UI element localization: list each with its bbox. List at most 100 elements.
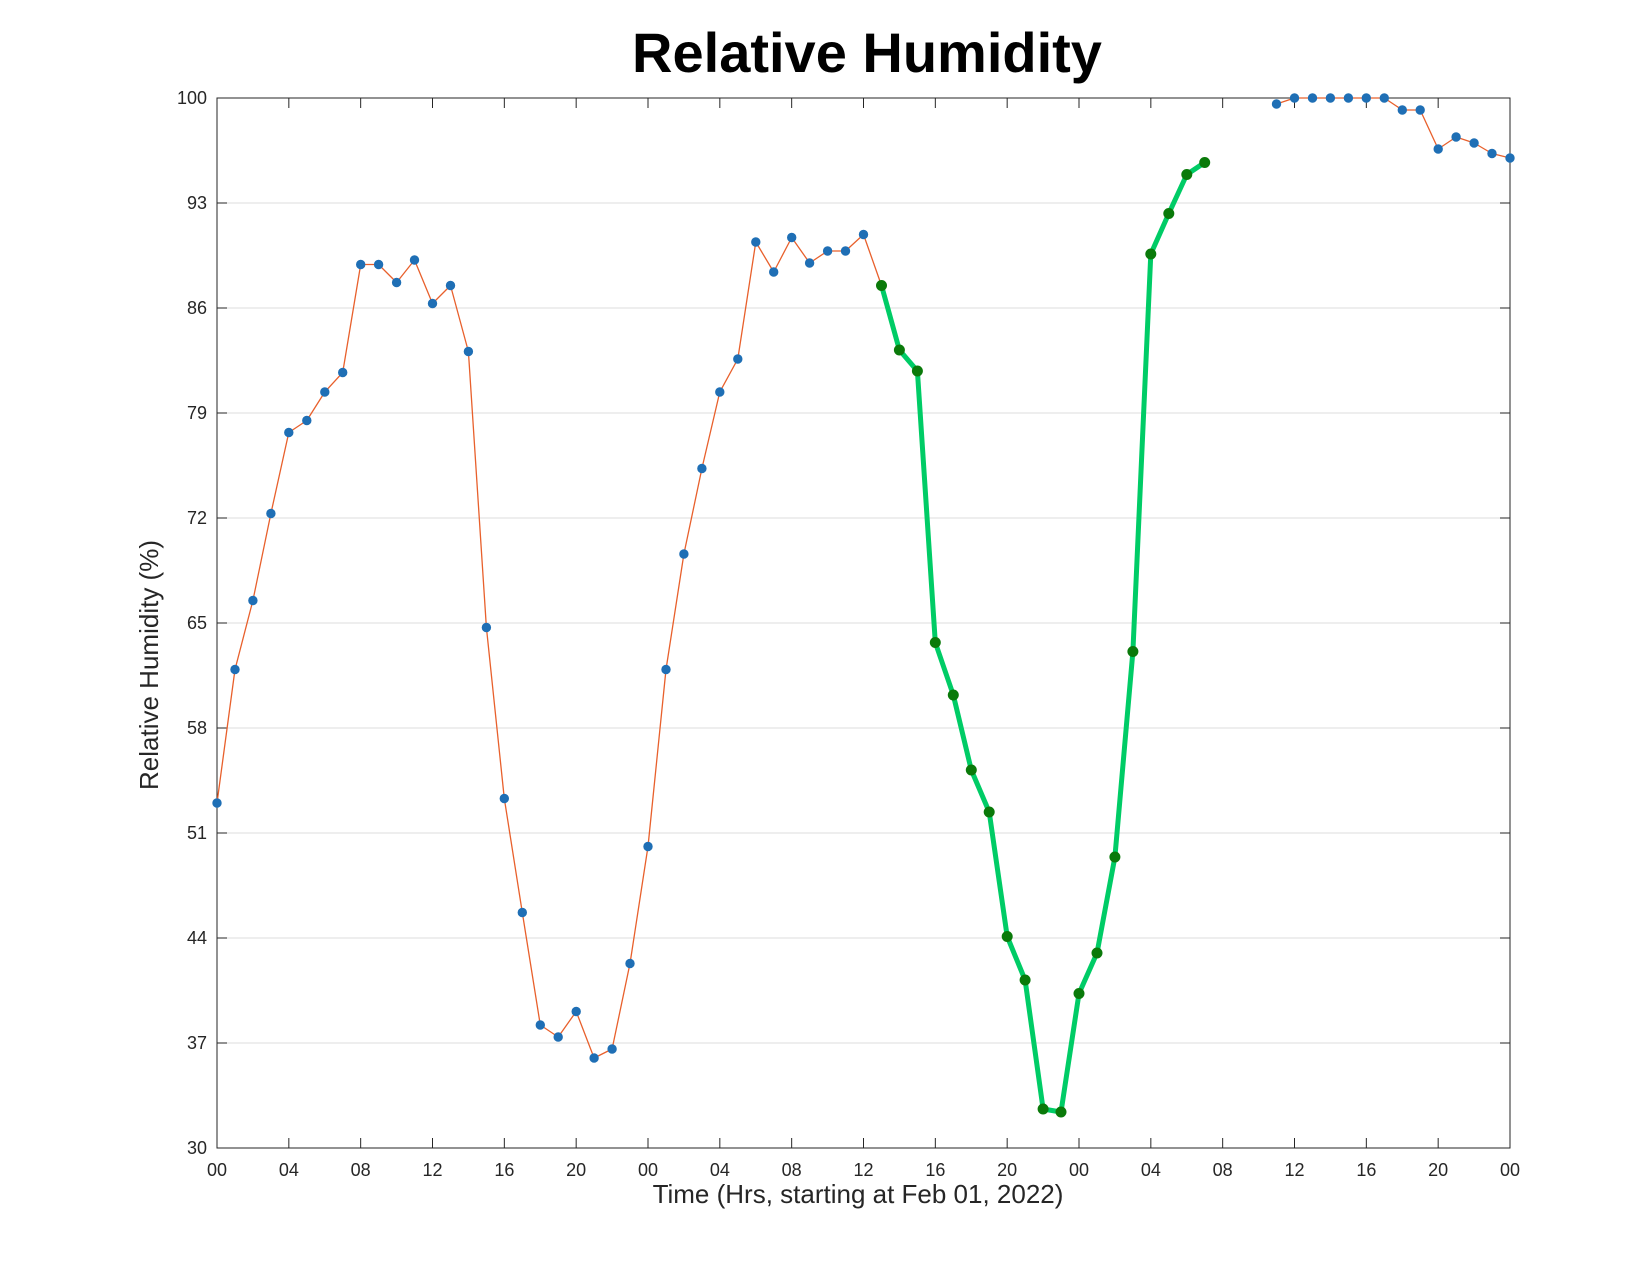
- x-tick-label: 00: [1069, 1160, 1089, 1180]
- x-tick-label: 00: [1500, 1160, 1520, 1180]
- y-axis-label: Relative Humidity (%): [134, 540, 164, 790]
- series-1-point: [751, 237, 761, 247]
- series-2-point: [929, 637, 941, 648]
- series-2-point: [1163, 208, 1175, 219]
- y-tick-label: 79: [187, 403, 207, 423]
- series-1-point: [499, 793, 509, 804]
- series-1-point: [643, 841, 653, 852]
- y-tick-label: 44: [187, 928, 207, 948]
- series-1-point: [697, 463, 707, 474]
- series-1-point: [338, 367, 348, 378]
- series-1-point: [769, 267, 779, 277]
- series-2-point: [1055, 1106, 1067, 1118]
- series-1-point: [607, 1044, 617, 1054]
- plot-frame: [216, 97, 1511, 1149]
- series-2: [876, 157, 1211, 1118]
- x-tick-label: 08: [1213, 1160, 1233, 1180]
- x-tick-label: 16: [494, 1160, 514, 1180]
- series-1-point: [445, 280, 456, 291]
- series-1-point: [679, 549, 689, 559]
- series-1-point: [733, 354, 743, 364]
- y-tick-label: 30: [187, 1138, 207, 1158]
- series-1-point: [373, 259, 384, 270]
- series-1-point: [481, 622, 492, 633]
- series-2-point: [983, 806, 995, 818]
- series-2-point: [911, 365, 923, 377]
- x-tick-label: 12: [422, 1160, 442, 1180]
- y-tick-label: 86: [187, 298, 207, 318]
- series-1-point: [858, 229, 869, 240]
- series-1-point: [1433, 144, 1443, 154]
- series-2-point: [1019, 974, 1031, 986]
- series-1-point: [409, 255, 420, 265]
- x-tick-labels: 00 04 08 12 16 20 00 04 08 12 16 20 00 04 08 12 16 20 00: [207, 1160, 1520, 1180]
- series-1-point: [661, 664, 671, 675]
- x-tick-label: 00: [638, 1160, 658, 1180]
- series-2-point: [1037, 1103, 1049, 1115]
- x-tick-label: 20: [566, 1160, 586, 1180]
- x-tick-label: 04: [1141, 1160, 1161, 1180]
- series-2-point: [1127, 646, 1139, 657]
- series-1-point: [1451, 132, 1461, 142]
- x-axis-label: Time (Hrs, starting at Feb 01, 2022): [653, 1179, 1064, 1209]
- series-1-point: [1397, 105, 1408, 115]
- y-tick-label: 93: [187, 193, 207, 213]
- series-1-point: [804, 258, 815, 268]
- series-1-point: [625, 958, 635, 969]
- series-1-point: [1307, 93, 1318, 103]
- series-1-point: [1289, 93, 1300, 103]
- x-tick-label: 16: [1356, 1160, 1376, 1180]
- series-1-point: [1361, 93, 1372, 103]
- data-series: [212, 93, 1515, 1118]
- series-1-point: [1271, 99, 1282, 109]
- x-tick-label: 08: [351, 1160, 371, 1180]
- series-1-point: [427, 298, 438, 309]
- series-1-point: [535, 1020, 545, 1030]
- series-2-point: [1001, 931, 1013, 942]
- series-1-point: [840, 246, 851, 256]
- y-tick-label: 37: [187, 1033, 207, 1053]
- series-1-point: [212, 798, 222, 808]
- x-tick-label: 20: [997, 1160, 1017, 1180]
- series-1-point: [230, 664, 240, 675]
- series-1-point: [1325, 93, 1336, 103]
- series-1-point: [284, 427, 294, 438]
- series-2-point: [1073, 988, 1085, 999]
- y-tick-label: 65: [187, 613, 207, 633]
- series-1-point: [1487, 148, 1497, 159]
- x-tick-label: 00: [207, 1160, 227, 1180]
- y-tick-label: 72: [187, 508, 207, 528]
- series-1-point: [1469, 138, 1479, 148]
- chart-title: Relative Humidity: [632, 21, 1102, 84]
- series-1-point: [517, 907, 527, 918]
- series-2-point: [1091, 947, 1103, 959]
- series-2-point: [1181, 169, 1193, 180]
- series-1-point: [787, 232, 797, 243]
- series-2-point: [893, 344, 905, 356]
- x-tick-label: 12: [853, 1160, 873, 1180]
- series-2-point: [1145, 248, 1157, 260]
- x-tick-label: 08: [782, 1160, 802, 1180]
- series-1-point: [1505, 153, 1515, 163]
- series-2-point: [876, 280, 887, 291]
- series-1: [212, 93, 1515, 1063]
- x-tick-label: 20: [1428, 1160, 1448, 1180]
- series-1-point: [302, 415, 312, 426]
- series-1-point: [822, 246, 833, 256]
- series-1-point: [715, 387, 725, 397]
- series-2-point: [1199, 157, 1211, 168]
- series-1-point: [356, 259, 366, 270]
- y-tick-label: 100: [177, 88, 207, 108]
- series-1-point: [391, 277, 402, 288]
- series-1-point: [463, 346, 474, 357]
- x-tick-label: 16: [925, 1160, 945, 1180]
- series-1-point: [266, 508, 276, 519]
- series-1-point: [1379, 93, 1390, 103]
- series-1-point: [571, 1006, 581, 1017]
- y-tick-label: 58: [187, 718, 207, 738]
- series-1-point: [553, 1032, 563, 1042]
- series-1-point: [589, 1053, 599, 1063]
- series-2-point: [1109, 851, 1121, 863]
